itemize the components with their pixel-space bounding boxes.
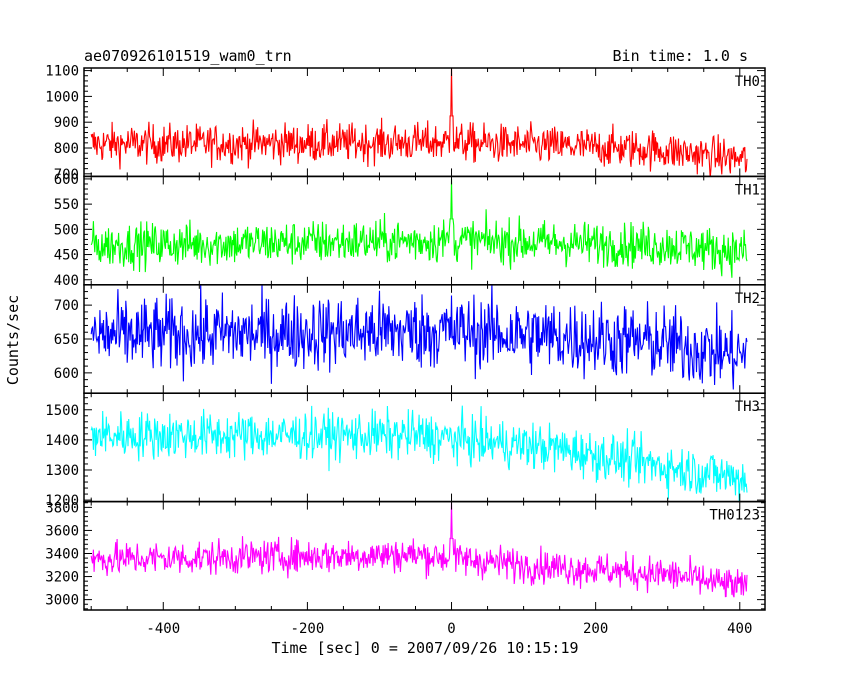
chart-title: ae070926101519_wam0_trn (84, 47, 292, 65)
x-tick-label: 400 (727, 621, 752, 637)
y-tick-label: 900 (54, 115, 79, 131)
y-tick-label: 700 (54, 167, 79, 183)
y-tick-label: 600 (54, 172, 79, 188)
x-axis: -400 -200 0 200 400 (146, 621, 752, 637)
x-tick-label: 0 (447, 621, 455, 637)
series-th2 (90, 284, 748, 390)
bin-time-label: Bin time: 1.0 s (613, 47, 748, 65)
panel-frame (83, 67, 766, 178)
y-tick-label: 3200 (45, 570, 79, 586)
y-tick-label: 400 (54, 273, 79, 289)
panel-label: TH2 (735, 291, 760, 307)
y-axis-label: Counts/sec (4, 295, 22, 385)
series-th1 (90, 178, 748, 278)
x-tick-label: 200 (583, 621, 608, 637)
x-tick-label: -400 (146, 621, 180, 637)
panel-th0123: 3000 3200 3400 3600 3800 TH0123 (45, 500, 766, 611)
y-tick-label: 3600 (45, 523, 79, 539)
y-tick-label: 1400 (45, 433, 79, 449)
y-tick-label: 3400 (45, 546, 79, 562)
y-tick-label: 1300 (45, 463, 79, 479)
y-tick-label: 3800 (45, 500, 79, 516)
y-tick-label: 600 (54, 366, 79, 382)
panel-th1: 400 450 500 550 600 TH1 (54, 172, 766, 289)
series-th0 (90, 68, 748, 177)
y-tick-label: 1100 (45, 64, 79, 80)
panel-label: TH3 (735, 399, 760, 415)
panel-th0: 700 800 900 1000 1100 TH0 (45, 64, 766, 183)
y-tick-label: 3000 (45, 593, 79, 609)
panel-frame (83, 500, 766, 611)
y-tick-label: 550 (54, 197, 79, 213)
y-tick-label: 700 (54, 298, 79, 314)
panel-label: TH0 (735, 74, 760, 90)
y-tick-label: 450 (54, 248, 79, 264)
panels: 700 800 900 1000 1100 TH0 400 450 500 550 600 TH1 60… (45, 64, 766, 611)
y-tick-label: 500 (54, 222, 79, 238)
series-th0123 (90, 502, 748, 598)
y-tick-label: 650 (54, 332, 79, 348)
x-tick-label: -200 (291, 621, 325, 637)
panel-label: TH1 (735, 182, 760, 198)
y-tick-label: 1200 (45, 493, 79, 509)
x-axis-label: Time [sec] 0 = 2007/09/26 10:15:19 (271, 639, 578, 657)
panel-label: TH0123 (709, 508, 760, 524)
y-tick-label: 1500 (45, 403, 79, 419)
panel-th2: 600 650 700 TH2 (54, 284, 766, 394)
y-tick-label: 800 (54, 141, 79, 157)
panel-th3: 1200 1300 1400 1500 TH3 (45, 392, 766, 509)
series-th3 (90, 405, 748, 501)
y-tick-label: 1000 (45, 89, 79, 105)
